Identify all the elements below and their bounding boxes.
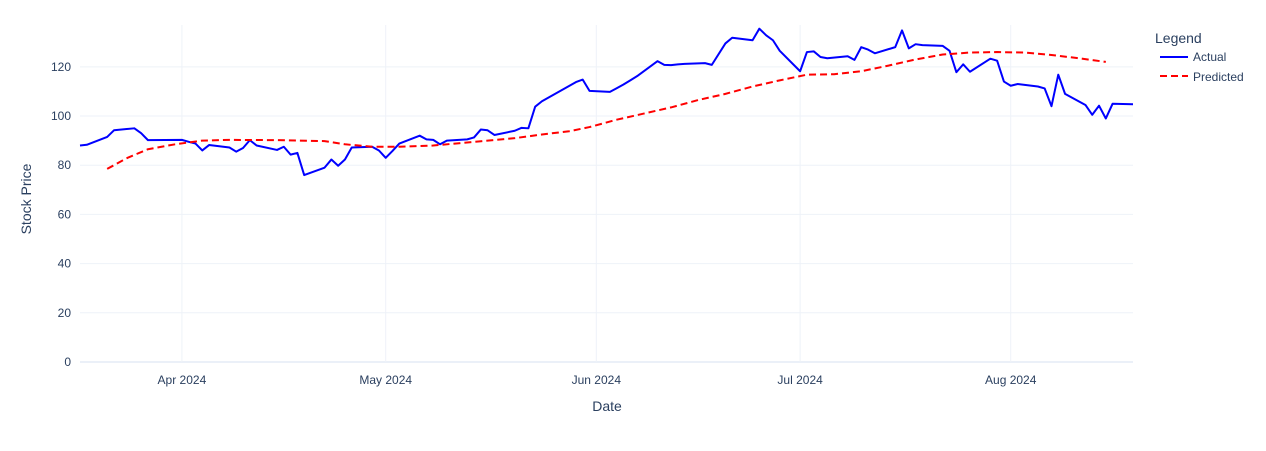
series-line-actual xyxy=(79,27,1134,177)
legend-item-predicted[interactable]: Predicted xyxy=(1160,70,1244,84)
grid-lines xyxy=(80,25,1133,363)
x-tick-label: May 2024 xyxy=(359,373,412,387)
x-axis: Apr 2024 May 2024 Jun 2024 Jul 2024 Aug 2024 xyxy=(158,373,1037,387)
x-tick-label: Jul 2024 xyxy=(777,373,823,387)
x-axis-title: Date xyxy=(592,398,622,414)
legend-label-predicted: Predicted xyxy=(1193,70,1244,84)
y-tick-label: 120 xyxy=(51,60,71,74)
y-axis-title: Stock Price xyxy=(18,163,34,234)
y-tick-label: 100 xyxy=(51,109,71,123)
y-axis: 0 20 40 60 80 100 120 xyxy=(51,60,71,369)
y-tick-label: 80 xyxy=(58,158,72,172)
series-layer xyxy=(79,27,1134,177)
x-tick-label: Apr 2024 xyxy=(158,373,207,387)
legend-label-actual: Actual xyxy=(1193,50,1226,64)
y-tick-label: 20 xyxy=(58,306,72,320)
legend-title: Legend xyxy=(1155,30,1202,46)
x-tick-label: Aug 2024 xyxy=(985,373,1037,387)
series-line-predicted xyxy=(106,51,1106,170)
y-tick-label: 0 xyxy=(64,355,71,369)
y-tick-label: 60 xyxy=(58,207,72,221)
legend-item-actual[interactable]: Actual xyxy=(1160,50,1226,64)
legend: Legend Actual Predicted xyxy=(1155,30,1244,84)
y-tick-label: 40 xyxy=(58,257,72,271)
x-tick-label: Jun 2024 xyxy=(572,373,622,387)
